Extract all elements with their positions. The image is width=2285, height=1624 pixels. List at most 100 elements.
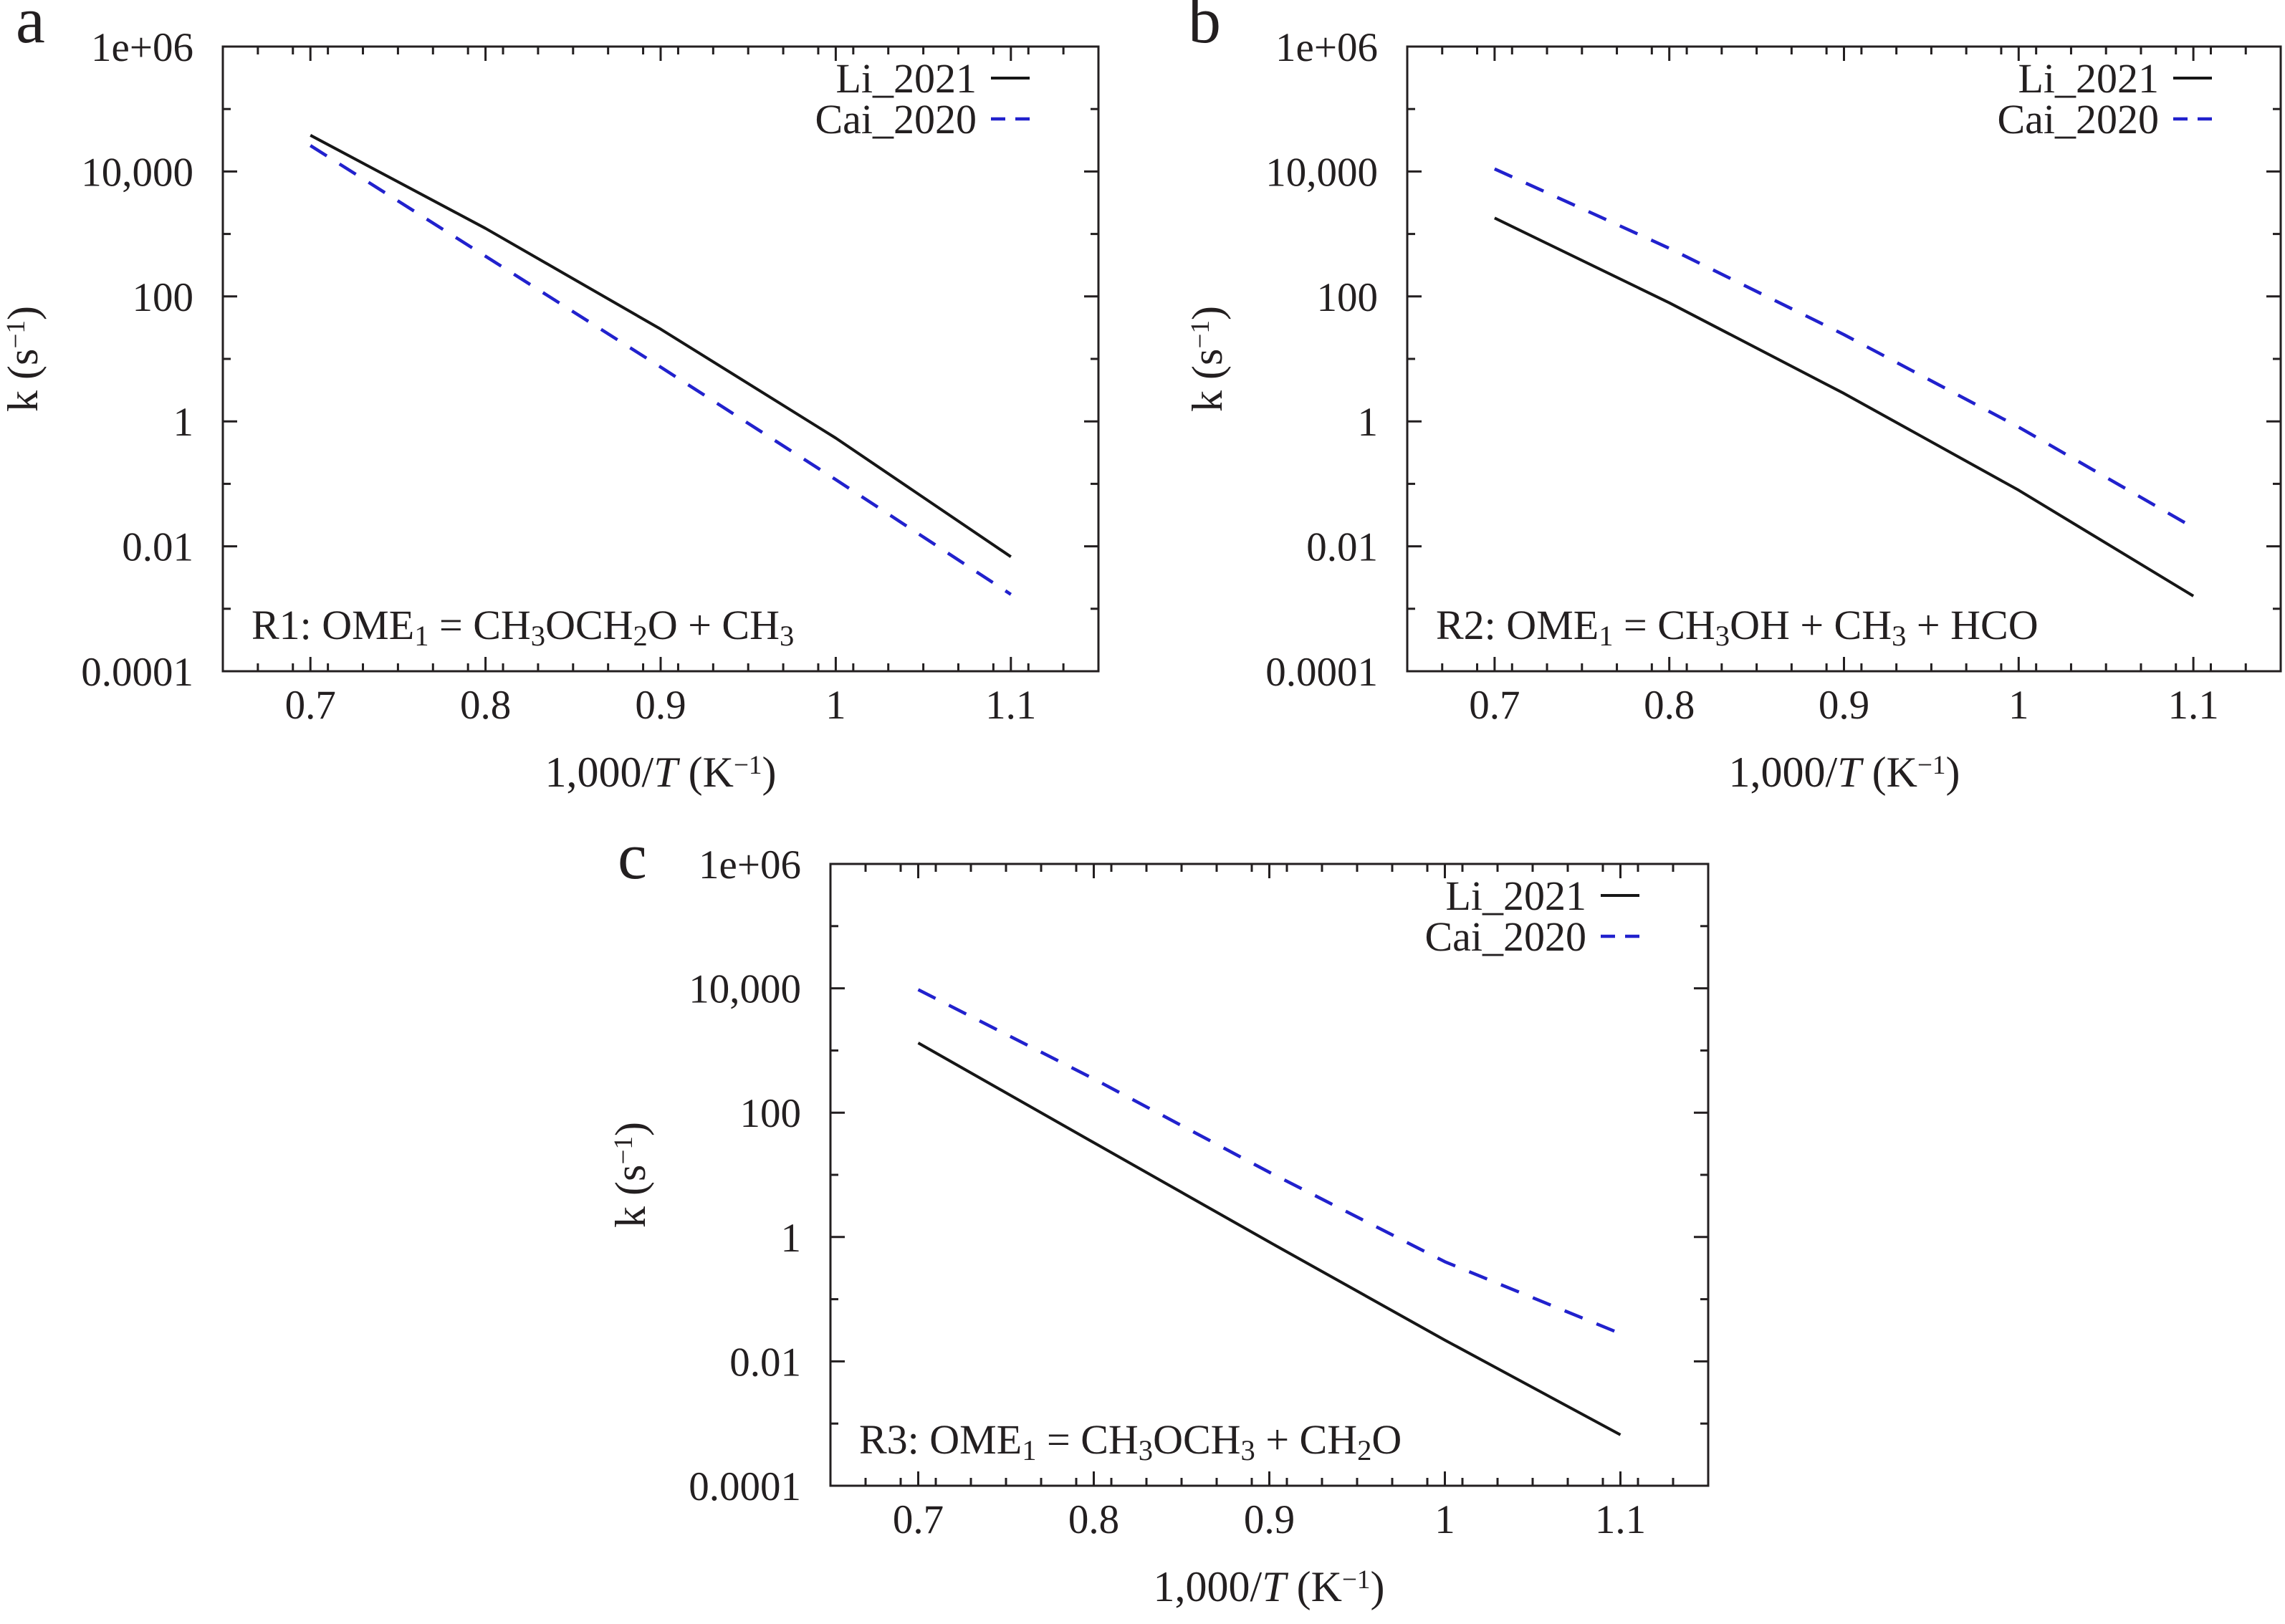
y-tick-label: 100 bbox=[740, 1091, 802, 1136]
x-tick-label: 1 bbox=[2008, 683, 2029, 728]
label-fragment: −1 bbox=[733, 751, 762, 781]
series-line-cai_2020 bbox=[917, 988, 1621, 1335]
legend-label-li_2021: Li_2021 bbox=[1445, 873, 1586, 919]
label-fragment: 3 bbox=[1715, 619, 1730, 652]
label-fragment: O bbox=[1371, 1416, 1402, 1463]
label-fragment: + CH bbox=[1255, 1416, 1358, 1463]
y-tick-label: 1e+06 bbox=[699, 842, 801, 888]
label-fragment: 2 bbox=[1357, 1433, 1372, 1466]
label-fragment: R3: OME bbox=[859, 1416, 1022, 1463]
label-fragment: k (s bbox=[607, 1164, 654, 1228]
label-fragment: R1: OME bbox=[252, 602, 415, 648]
y-axis-label-panel-a: k (s−1) bbox=[0, 306, 47, 412]
series-line-li_2021 bbox=[917, 1042, 1621, 1436]
label-fragment: T bbox=[653, 749, 678, 796]
x-tick-label: 0.8 bbox=[460, 683, 511, 728]
x-axis-label-panel-c: 1,000/T (K−1) bbox=[1154, 1565, 1385, 1608]
x-tick-label: 1 bbox=[1434, 1497, 1455, 1542]
y-tick-label: 0.01 bbox=[1306, 525, 1378, 570]
label-fragment: ) bbox=[762, 749, 777, 796]
label-fragment: 1,000/ bbox=[545, 749, 654, 796]
x-axis-label-panel-a: 1,000/T (K−1) bbox=[545, 751, 777, 794]
x-tick-label: 1.1 bbox=[1595, 1497, 1646, 1542]
label-fragment: 2 bbox=[633, 619, 648, 652]
y-tick-label: 0.0001 bbox=[1265, 650, 1378, 695]
label-fragment: OCH bbox=[1153, 1416, 1241, 1463]
series-line-li_2021 bbox=[310, 134, 1012, 558]
x-tick-label: 0.9 bbox=[1244, 1497, 1295, 1542]
y-tick-label: 1e+06 bbox=[91, 25, 193, 70]
x-tick-label: 1.1 bbox=[2167, 683, 2218, 728]
x-axis-ticks bbox=[864, 864, 1675, 1486]
legend-label-cai_2020: Cai_2020 bbox=[815, 96, 977, 143]
y-tick-label: 1 bbox=[173, 400, 194, 445]
x-tick-label: 0.8 bbox=[1068, 1497, 1119, 1542]
x-tick-label: 0.7 bbox=[893, 1497, 944, 1542]
label-fragment: 3 bbox=[1240, 1433, 1255, 1466]
series-line-cai_2020 bbox=[309, 144, 1012, 596]
annotation-reaction-r2: R2: OME1 = CH3OH + CH3 + HCO bbox=[1436, 602, 2039, 650]
legend-label-li_2021: Li_2021 bbox=[835, 55, 977, 102]
y-tick-label: 0.0001 bbox=[689, 1464, 801, 1509]
label-fragment: k (s bbox=[0, 348, 47, 412]
label-fragment: −1 bbox=[1, 320, 32, 349]
x-tick-label: 0.7 bbox=[1469, 683, 1520, 728]
label-fragment: −1 bbox=[609, 1136, 639, 1165]
annotation-reaction-r3: R3: OME1 = CH3OCH3 + CH2O bbox=[859, 1416, 1402, 1465]
label-fragment: −1 bbox=[1186, 320, 1216, 349]
y-tick-label: 0.0001 bbox=[81, 650, 193, 695]
label-fragment: = CH bbox=[428, 602, 531, 648]
label-fragment: 3 bbox=[780, 619, 795, 652]
legend-label-cai_2020: Cai_2020 bbox=[1424, 913, 1586, 960]
label-fragment: 1 bbox=[414, 619, 429, 652]
label-fragment: O + CH bbox=[647, 602, 780, 648]
label-fragment: 1,000/ bbox=[1153, 1563, 1263, 1610]
y-tick-label: 10,000 bbox=[81, 150, 193, 195]
y-tick-label: 0.01 bbox=[122, 525, 193, 570]
y-tick-label: 100 bbox=[133, 275, 194, 320]
label-fragment: (K bbox=[1285, 1563, 1342, 1610]
legend-label-li_2021: Li_2021 bbox=[2018, 55, 2159, 102]
label-fragment: 3 bbox=[1138, 1433, 1154, 1466]
label-fragment: −1 bbox=[1341, 1565, 1371, 1595]
label-fragment: ) bbox=[1370, 1563, 1385, 1610]
x-axis-ticks bbox=[257, 47, 1065, 671]
label-fragment: OCH bbox=[545, 602, 633, 648]
y-tick-label: 1e+06 bbox=[1275, 25, 1378, 70]
y-tick-label: 1 bbox=[781, 1216, 802, 1261]
label-fragment: k (s bbox=[1184, 348, 1231, 412]
x-tick-label: 1.1 bbox=[985, 683, 1036, 728]
x-tick-label: 0.7 bbox=[285, 683, 336, 728]
series-line-cai_2020 bbox=[1493, 167, 2195, 529]
label-fragment: ) bbox=[1184, 306, 1231, 321]
x-axis-ticks bbox=[1441, 47, 2247, 671]
x-tick-label: 0.9 bbox=[1819, 683, 1869, 728]
y-tick-label: 100 bbox=[1317, 275, 1379, 320]
label-fragment: 1,000/ bbox=[1728, 749, 1838, 796]
label-fragment: + HCO bbox=[1906, 602, 2039, 648]
x-tick-label: 1 bbox=[825, 683, 846, 728]
label-fragment: = CH bbox=[1613, 602, 1715, 648]
label-fragment: ) bbox=[1945, 749, 1960, 796]
label-fragment: 1 bbox=[1599, 619, 1614, 652]
y-axis-ticks bbox=[1407, 107, 2281, 610]
legend-label-cai_2020: Cai_2020 bbox=[1997, 96, 2159, 143]
y-tick-label: 0.01 bbox=[729, 1340, 801, 1385]
label-fragment: T bbox=[1262, 1563, 1286, 1610]
panel-letter-a: a bbox=[16, 0, 45, 57]
y-tick-label: 10,000 bbox=[1265, 150, 1378, 195]
panel-a: 0.7 0.8 0.9 1 1.1 1e+06 10,000 100 1 0.01 0.0001 Li… bbox=[81, 25, 1100, 728]
panel-b: 0.7 0.8 0.9 1 1.1 1e+06 10,000 100 1 0.01 0.0001 Li… bbox=[1265, 25, 2282, 728]
label-fragment: 3 bbox=[530, 619, 546, 652]
x-axis-label-panel-b: 1,000/T (K−1) bbox=[1729, 751, 1960, 794]
panel-letter-b: b bbox=[1188, 0, 1221, 57]
y-tick-label: 1 bbox=[1358, 400, 1379, 445]
x-tick-label: 0.9 bbox=[635, 683, 686, 728]
y-axis-label-panel-c: k (s−1) bbox=[607, 1122, 654, 1228]
series-line-li_2021 bbox=[1494, 216, 2195, 597]
y-axis-label-panel-b: k (s−1) bbox=[1184, 306, 1231, 412]
y-axis-ticks bbox=[223, 107, 1098, 610]
